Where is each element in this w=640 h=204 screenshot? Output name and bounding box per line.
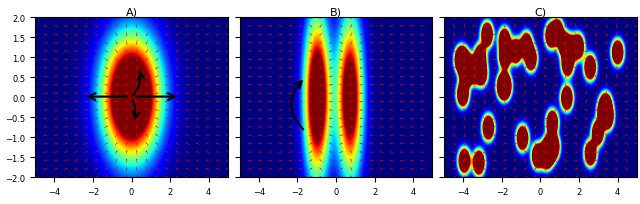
Title: A): A)	[125, 8, 138, 18]
Title: B): B)	[330, 8, 342, 18]
Title: C): C)	[534, 8, 547, 18]
